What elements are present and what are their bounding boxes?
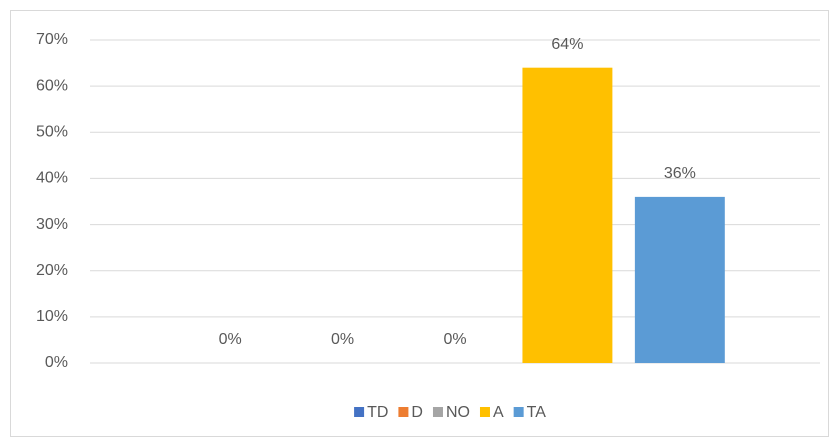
legend-swatch xyxy=(398,407,409,417)
data-label: 0% xyxy=(219,331,242,348)
y-tick-label: 40% xyxy=(36,170,68,187)
y-tick-label: 20% xyxy=(36,262,68,279)
y-tick-label: 0% xyxy=(45,354,68,371)
y-tick-label: 50% xyxy=(36,124,68,141)
legend-label: TD xyxy=(367,404,388,421)
y-tick-label: 70% xyxy=(36,31,68,48)
data-label: 0% xyxy=(331,331,354,348)
bar xyxy=(522,67,613,363)
y-tick-label: 30% xyxy=(36,216,68,233)
bar xyxy=(634,196,725,363)
legend-label: TA xyxy=(527,404,547,421)
data-label: 36% xyxy=(664,165,696,182)
legend-label: D xyxy=(411,404,423,421)
y-tick-label: 10% xyxy=(36,308,68,325)
data-label: 0% xyxy=(443,331,466,348)
y-tick-label: 60% xyxy=(36,77,68,94)
legend-swatch xyxy=(479,407,490,417)
legend-swatch xyxy=(513,407,524,417)
legend-swatch xyxy=(354,407,365,417)
data-label: 64% xyxy=(551,36,583,53)
legend-swatch xyxy=(432,407,443,417)
legend-label: NO xyxy=(446,404,470,421)
legend-label: A xyxy=(493,404,504,421)
